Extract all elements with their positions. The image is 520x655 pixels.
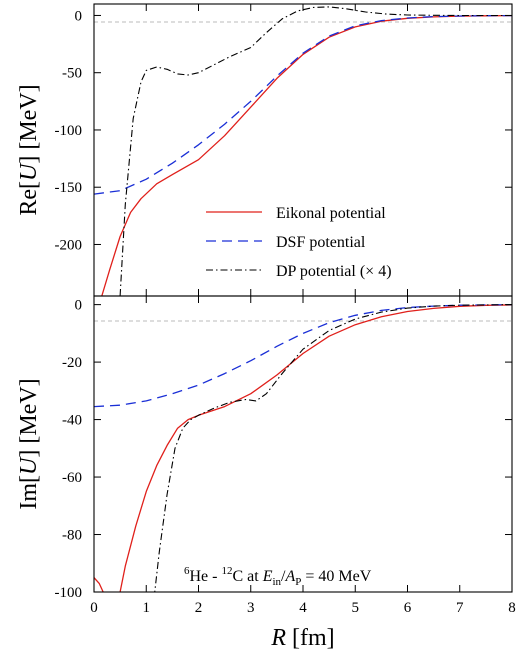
top-series-dsf [94,14,512,195]
bottom-y-tick-label: -80 [62,528,82,544]
annotation-at: at [243,568,263,585]
legend: Eikonal potential DSF potential DP poten… [206,205,392,280]
x-tick-label: 8 [508,600,516,616]
top-series-eikonal [101,14,512,296]
top-y-label-pre: Re[ [16,181,42,216]
top-y-label-post: ] [MeV] [16,84,42,163]
legend-item-dp: DP potential (× 4) [206,263,392,280]
legend-item-dsf: DSF potential [206,234,366,251]
x-tick-label: 3 [247,600,255,616]
bottom-y-label-var: U [16,456,42,475]
top-y-label-var: U [16,162,42,181]
annotation-nuc2-mass: 12 [221,565,232,577]
annotation-sep: - [208,568,221,585]
bottom-y-label-post: ] [MeV] [16,378,42,457]
top-y-axis: 0 -50 -100 -150 -200 [55,4,513,296]
x-label-post: [fm] [286,625,335,651]
bottom-plot-frame [93,295,513,593]
legend-label-dp: DP potential (× 4) [276,263,392,280]
top-series-group [94,6,512,296]
top-y-axis-label: Re[U] [MeV] [16,84,42,215]
x-axis: 0 1 2 3 4 5 6 7 8 [90,600,516,616]
annotation-E-sub: in [272,576,281,588]
annotation-E: E [262,568,273,585]
bottom-series-eikonal [94,304,512,592]
bottom-y-tick-label: -20 [62,355,82,371]
x-label-var: R [270,625,286,651]
x-tick-label: 1 [143,600,151,616]
legend-label-eikonal: Eikonal potential [276,205,386,222]
annotation-nuc1: He [190,568,209,585]
bottom-y-label-pre: Im[ [16,475,42,510]
bottom-y-tick-label: -40 [62,413,82,429]
annotation-A-sub: P [295,576,301,588]
top-y-tick-label: -150 [55,180,83,196]
top-y-tick-label: -200 [55,237,83,253]
top-y-tick-label: -50 [62,66,82,82]
bottom-y-axis-label: Im[U] [MeV] [16,378,42,509]
annotation-nuc2: C [232,568,243,585]
bottom-y-tick-label: -60 [62,470,82,486]
x-tick-label: 2 [195,600,203,616]
x-tick-label: 6 [404,600,412,616]
annotation-slash: / [281,568,286,585]
annotation-A: A [285,568,296,585]
x-tick-label: 5 [352,600,360,616]
bottom-y-axis: 0 -20 -40 -60 -80 -100 [55,296,513,601]
bottom-series-dp [154,304,512,592]
top-plot-frame [93,3,513,297]
bottom-series-dsf [94,303,512,408]
annotation-value: = 40 MeV [301,568,371,585]
legend-label-dsf: DSF potential [276,234,366,251]
annotation-nuc1-mass: 6 [184,565,190,577]
bottom-y-tick-label: -100 [55,585,83,601]
top-series-dp [119,6,512,296]
x-tick-label: 7 [456,600,464,616]
legend-item-eikonal: Eikonal potential [206,205,386,222]
top-panel: 0 -50 -100 -150 -200 Eikonal potential DSF p… [16,3,513,297]
x-tick-label: 0 [90,600,98,616]
bottom-series-group [94,303,512,592]
top-y-tick-label: -100 [55,123,83,139]
top-y-tick-label: 0 [75,8,83,24]
x-axis-label: R [fm] [270,625,334,651]
x-tick-label: 4 [299,600,307,616]
annotation: 6He - 12C at Ein/AP = 40 MeV [184,565,372,588]
bottom-y-tick-label: 0 [75,298,83,314]
